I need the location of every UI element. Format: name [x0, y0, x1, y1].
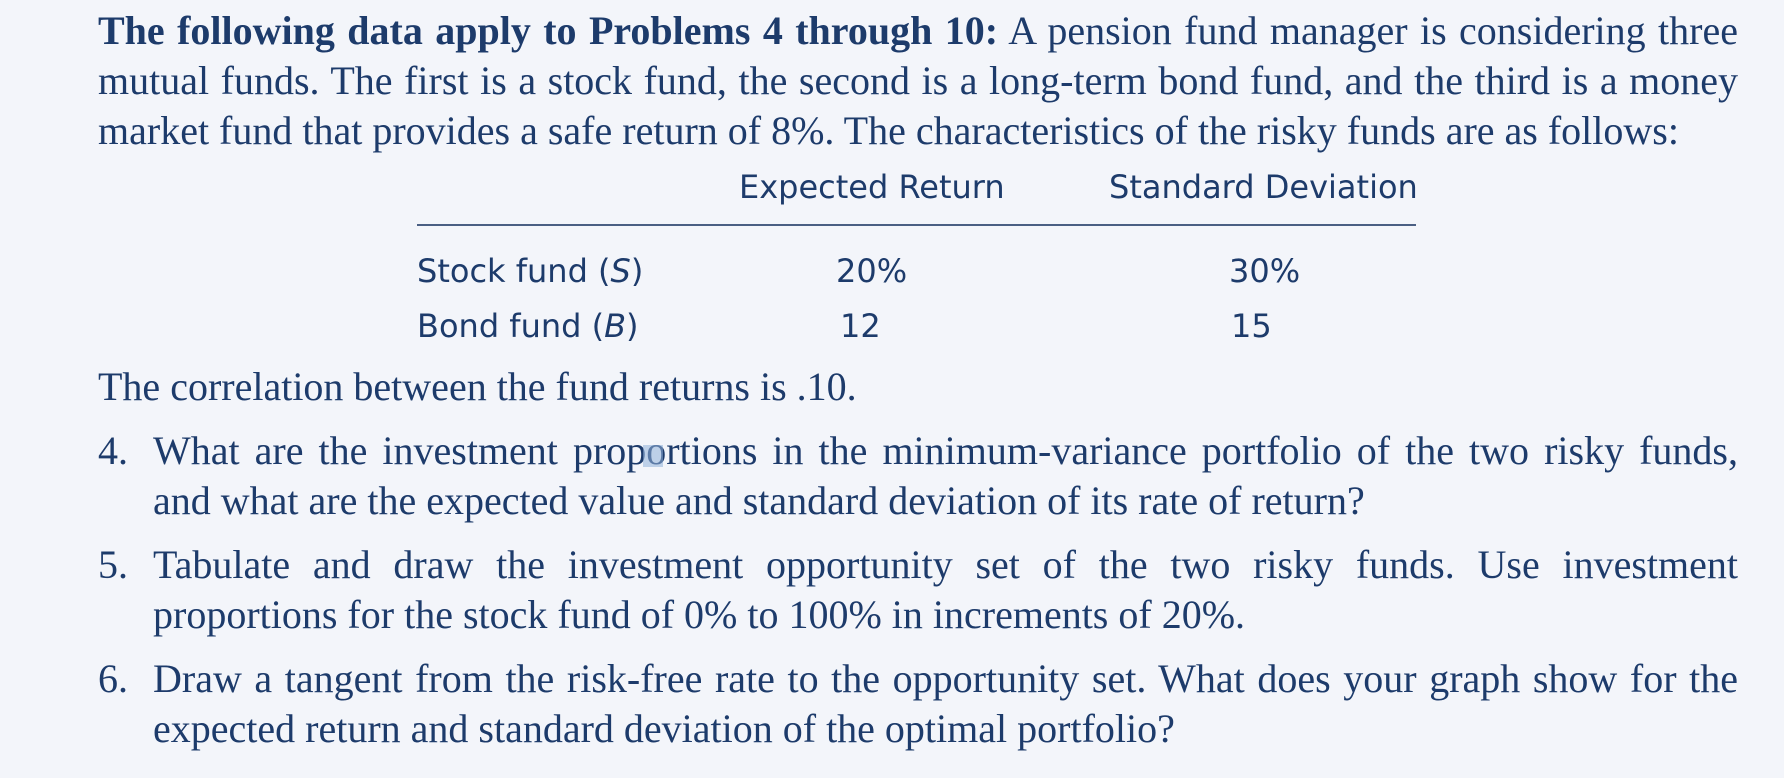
- intro-text: A pension fund manager is considering th…: [98, 8, 1739, 153]
- row-bond-std-dev: 15: [1231, 307, 1272, 345]
- question-number: 4.: [98, 428, 128, 473]
- problem-intro: The following data apply to Problems 4 t…: [98, 6, 1738, 156]
- header-expected-return: Expected Return: [739, 168, 1005, 206]
- row-stock-expected-return: 20%: [836, 252, 908, 290]
- correlation-note: The correlation between the fund returns…: [98, 364, 857, 409]
- question-6: 6. Draw a tangent from the risk-free rat…: [98, 654, 1738, 754]
- question-text: What are the investment proportions in t…: [153, 428, 1738, 523]
- stock-symbol: S: [610, 252, 631, 290]
- intro-lead: The following data apply to Problems 4 t…: [98, 8, 999, 53]
- row-bond-name: Bond fund (B): [417, 307, 639, 345]
- question-text: Draw a tangent from the risk-free rate t…: [153, 656, 1738, 751]
- question-number: 6.: [98, 656, 128, 701]
- question-number: 5.: [98, 542, 128, 587]
- bond-symbol: B: [604, 307, 627, 345]
- text-cursor-highlight: [643, 445, 663, 467]
- question-5: 5. Tabulate and draw the investment oppo…: [98, 540, 1738, 640]
- table-rule: [417, 224, 1416, 226]
- row-bond-expected-return: 12: [840, 307, 881, 345]
- row-stock-std-dev: 30%: [1229, 252, 1301, 290]
- header-standard-deviation: Standard Deviation: [1109, 168, 1418, 206]
- row-stock-name: Stock fund (S): [417, 252, 644, 290]
- question-text: Tabulate and draw the investment opportu…: [153, 542, 1738, 637]
- question-4: 4. What are the investment proportions i…: [98, 426, 1738, 526]
